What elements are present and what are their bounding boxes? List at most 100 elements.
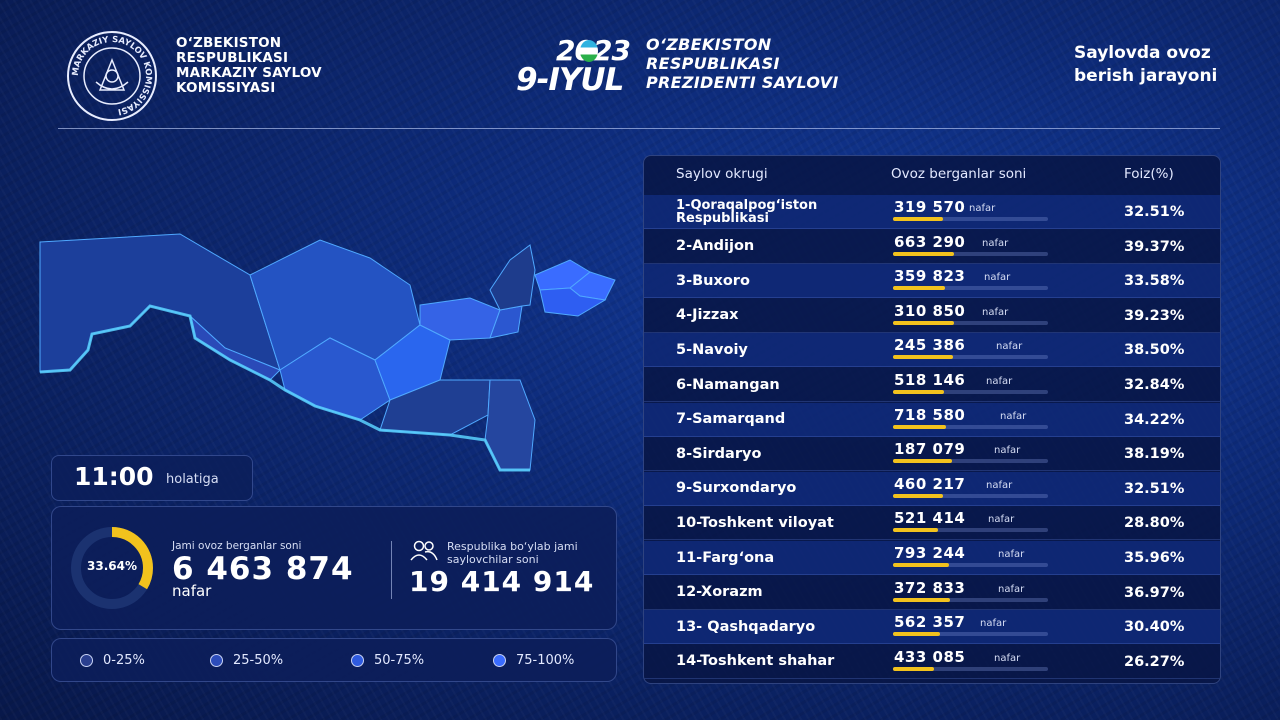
map-legend: 0-25% 25-50% 50-75% 75-100%: [51, 638, 617, 682]
turnout-bar-fill: [893, 251, 955, 256]
election-title-line: PREZIDENTI SAYLOVI: [646, 73, 839, 92]
region-percent: 39.23%: [1124, 307, 1185, 324]
legend-item: 0-25%: [80, 653, 145, 668]
region-votes: 521 414: [894, 509, 966, 528]
region-name: 13- Qashqadaryo: [676, 618, 816, 635]
row-divider: [644, 366, 1220, 368]
votes-unit: nafar: [996, 341, 1023, 353]
turnout-bar-fill: [893, 424, 947, 429]
turnout-bar-fill: [893, 597, 951, 602]
votes-unit: nafar: [969, 203, 996, 214]
turnout-bar-track: [893, 217, 1048, 221]
row-divider: [644, 331, 1220, 333]
row-divider: [644, 504, 1220, 506]
turnout-bar-track: [893, 251, 1048, 256]
table-row: 5-Navoiy 245 386 nafar 38.50%: [644, 333, 1220, 368]
table-row: 6-Namangan 518 146 nafar 32.84%: [644, 368, 1220, 402]
turnout-bar-fill: [893, 493, 944, 498]
totals-divider: [391, 541, 392, 599]
region-votes: 793 244: [894, 544, 966, 562]
region-percent: 39.37%: [1124, 238, 1185, 255]
process-title: Saylovda ovoz berish jarayoni: [1074, 42, 1217, 88]
turnout-bar-track: [893, 459, 1048, 464]
region-name: 6-Namangan: [676, 376, 780, 393]
legend-dot: [493, 654, 506, 667]
organization-name: O‘ZBEKISTON RESPUBLIKASI MARKAZIY SAYLOV…: [176, 36, 322, 96]
table-row: 1-Qoraqalpog‘iston Respublikasi 319 570 na…: [644, 195, 1220, 229]
table-row: 9-Surxondaryo 460 217 nafar 32.51%: [644, 471, 1220, 506]
legend-label: 25-50%: [233, 653, 284, 668]
map-region-samarqand: [374, 324, 451, 401]
table-row: 7-Samarqand 718 580 nafar 34.22%: [644, 402, 1220, 437]
region-percent: 30.40%: [1124, 619, 1185, 636]
region-percent: 38.19%: [1124, 446, 1185, 463]
region-name: 10-Toshkent viloyat: [676, 514, 834, 531]
election-date-logo: 2023 9-IYUL: [514, 34, 639, 98]
row-divider: [644, 470, 1220, 472]
total-voted-label: Jami ovoz berganlar soni: [172, 540, 302, 552]
region-name: 12-Xorazm: [676, 584, 763, 601]
table-row: 12-Xorazm 372 833 nafar 36.97%: [644, 576, 1220, 610]
row-divider: [644, 228, 1220, 229]
region-percent: 36.97%: [1124, 584, 1185, 601]
region-votes: 372 833: [894, 578, 966, 597]
turnout-bar-track: [893, 597, 1048, 602]
votes-unit: nafar: [994, 445, 1021, 457]
votes-unit: nafar: [986, 479, 1013, 491]
turnout-bar-track: [893, 355, 1048, 360]
turnout-bar-fill: [893, 217, 944, 221]
row-divider: [644, 262, 1220, 264]
region-votes: 319 570: [894, 198, 966, 216]
donut-fill: [71, 527, 153, 609]
region-percent: 32.51%: [1124, 480, 1185, 497]
region-percent: 38.50%: [1124, 342, 1185, 359]
region-name: 2-Andijon: [676, 238, 755, 255]
region-turnout-table: Saylov okrugi Ovoz berganlar soni Foiz(%…: [643, 155, 1221, 684]
registered-voters-value: 19 414 914: [409, 565, 595, 598]
votes-unit: nafar: [988, 514, 1015, 526]
table-row: 13- Qashqadaryo 562 357 nafar 30.40%: [644, 610, 1220, 645]
org-line: O‘ZBEKISTON: [176, 35, 282, 51]
region-votes: 562 357: [894, 613, 966, 632]
row-divider: [644, 539, 1220, 541]
region-percent: 34.22%: [1124, 411, 1185, 428]
election-title-line: RESPUBLIKASI: [646, 54, 780, 73]
uzbekistan-region-map: [39, 233, 616, 472]
turnout-percent: 33.64%: [87, 559, 137, 573]
table-row: 14-Toshkent shahar 433 085 nafar 26.27%: [644, 645, 1220, 679]
flag-icon: [580, 40, 598, 62]
turnout-bar-track: [893, 666, 1048, 671]
turnout-bar-fill: [893, 666, 934, 671]
legend-item: 25-50%: [210, 653, 283, 668]
map-glow-edge: [39, 304, 530, 472]
region-votes: 310 850: [894, 301, 966, 320]
turnout-donut-chart: [71, 527, 153, 609]
legend-dot: [210, 654, 223, 667]
legend-item: 50-75%: [351, 653, 424, 668]
column-header-voted: Ovoz berganlar soni: [891, 166, 1027, 182]
region-percent: 32.51%: [1124, 204, 1185, 220]
election-title-line: O‘ZBEKISTON: [646, 35, 772, 54]
people-icon: [410, 540, 438, 561]
turnout-bar-track: [893, 632, 1048, 637]
turnout-bar-track: [893, 390, 1048, 394]
legend-label: 0-25%: [103, 653, 145, 668]
table-row: 10-Toshkent viloyat 521 414 nafar 28.80%: [644, 506, 1220, 541]
turnout-bar-fill: [893, 528, 938, 533]
time-suffix: holatiga: [166, 472, 219, 487]
org-line: MARKAZIY SAYLOV: [176, 65, 322, 81]
turnout-bar-fill: [893, 390, 944, 394]
header-divider: [58, 128, 1220, 129]
turnout-bar-track: [893, 320, 1048, 325]
row-divider: [644, 643, 1220, 645]
commission-emblem-icon: MARKAZIY SAYLOV KOMISSIYASI: [67, 31, 157, 121]
election-day: 9-IYUL: [516, 62, 624, 98]
table-row: 4-Jizzax 310 850 nafar 39.23%: [644, 299, 1220, 333]
votes-unit: nafar: [986, 376, 1013, 387]
row-divider: [644, 608, 1220, 610]
legend-dot: [351, 654, 364, 667]
votes-unit: nafar: [1000, 410, 1027, 422]
turnout-bar-fill: [893, 320, 954, 325]
turnout-bar-fill: [893, 632, 941, 637]
region-name: 9-Surxondaryo: [676, 480, 797, 497]
